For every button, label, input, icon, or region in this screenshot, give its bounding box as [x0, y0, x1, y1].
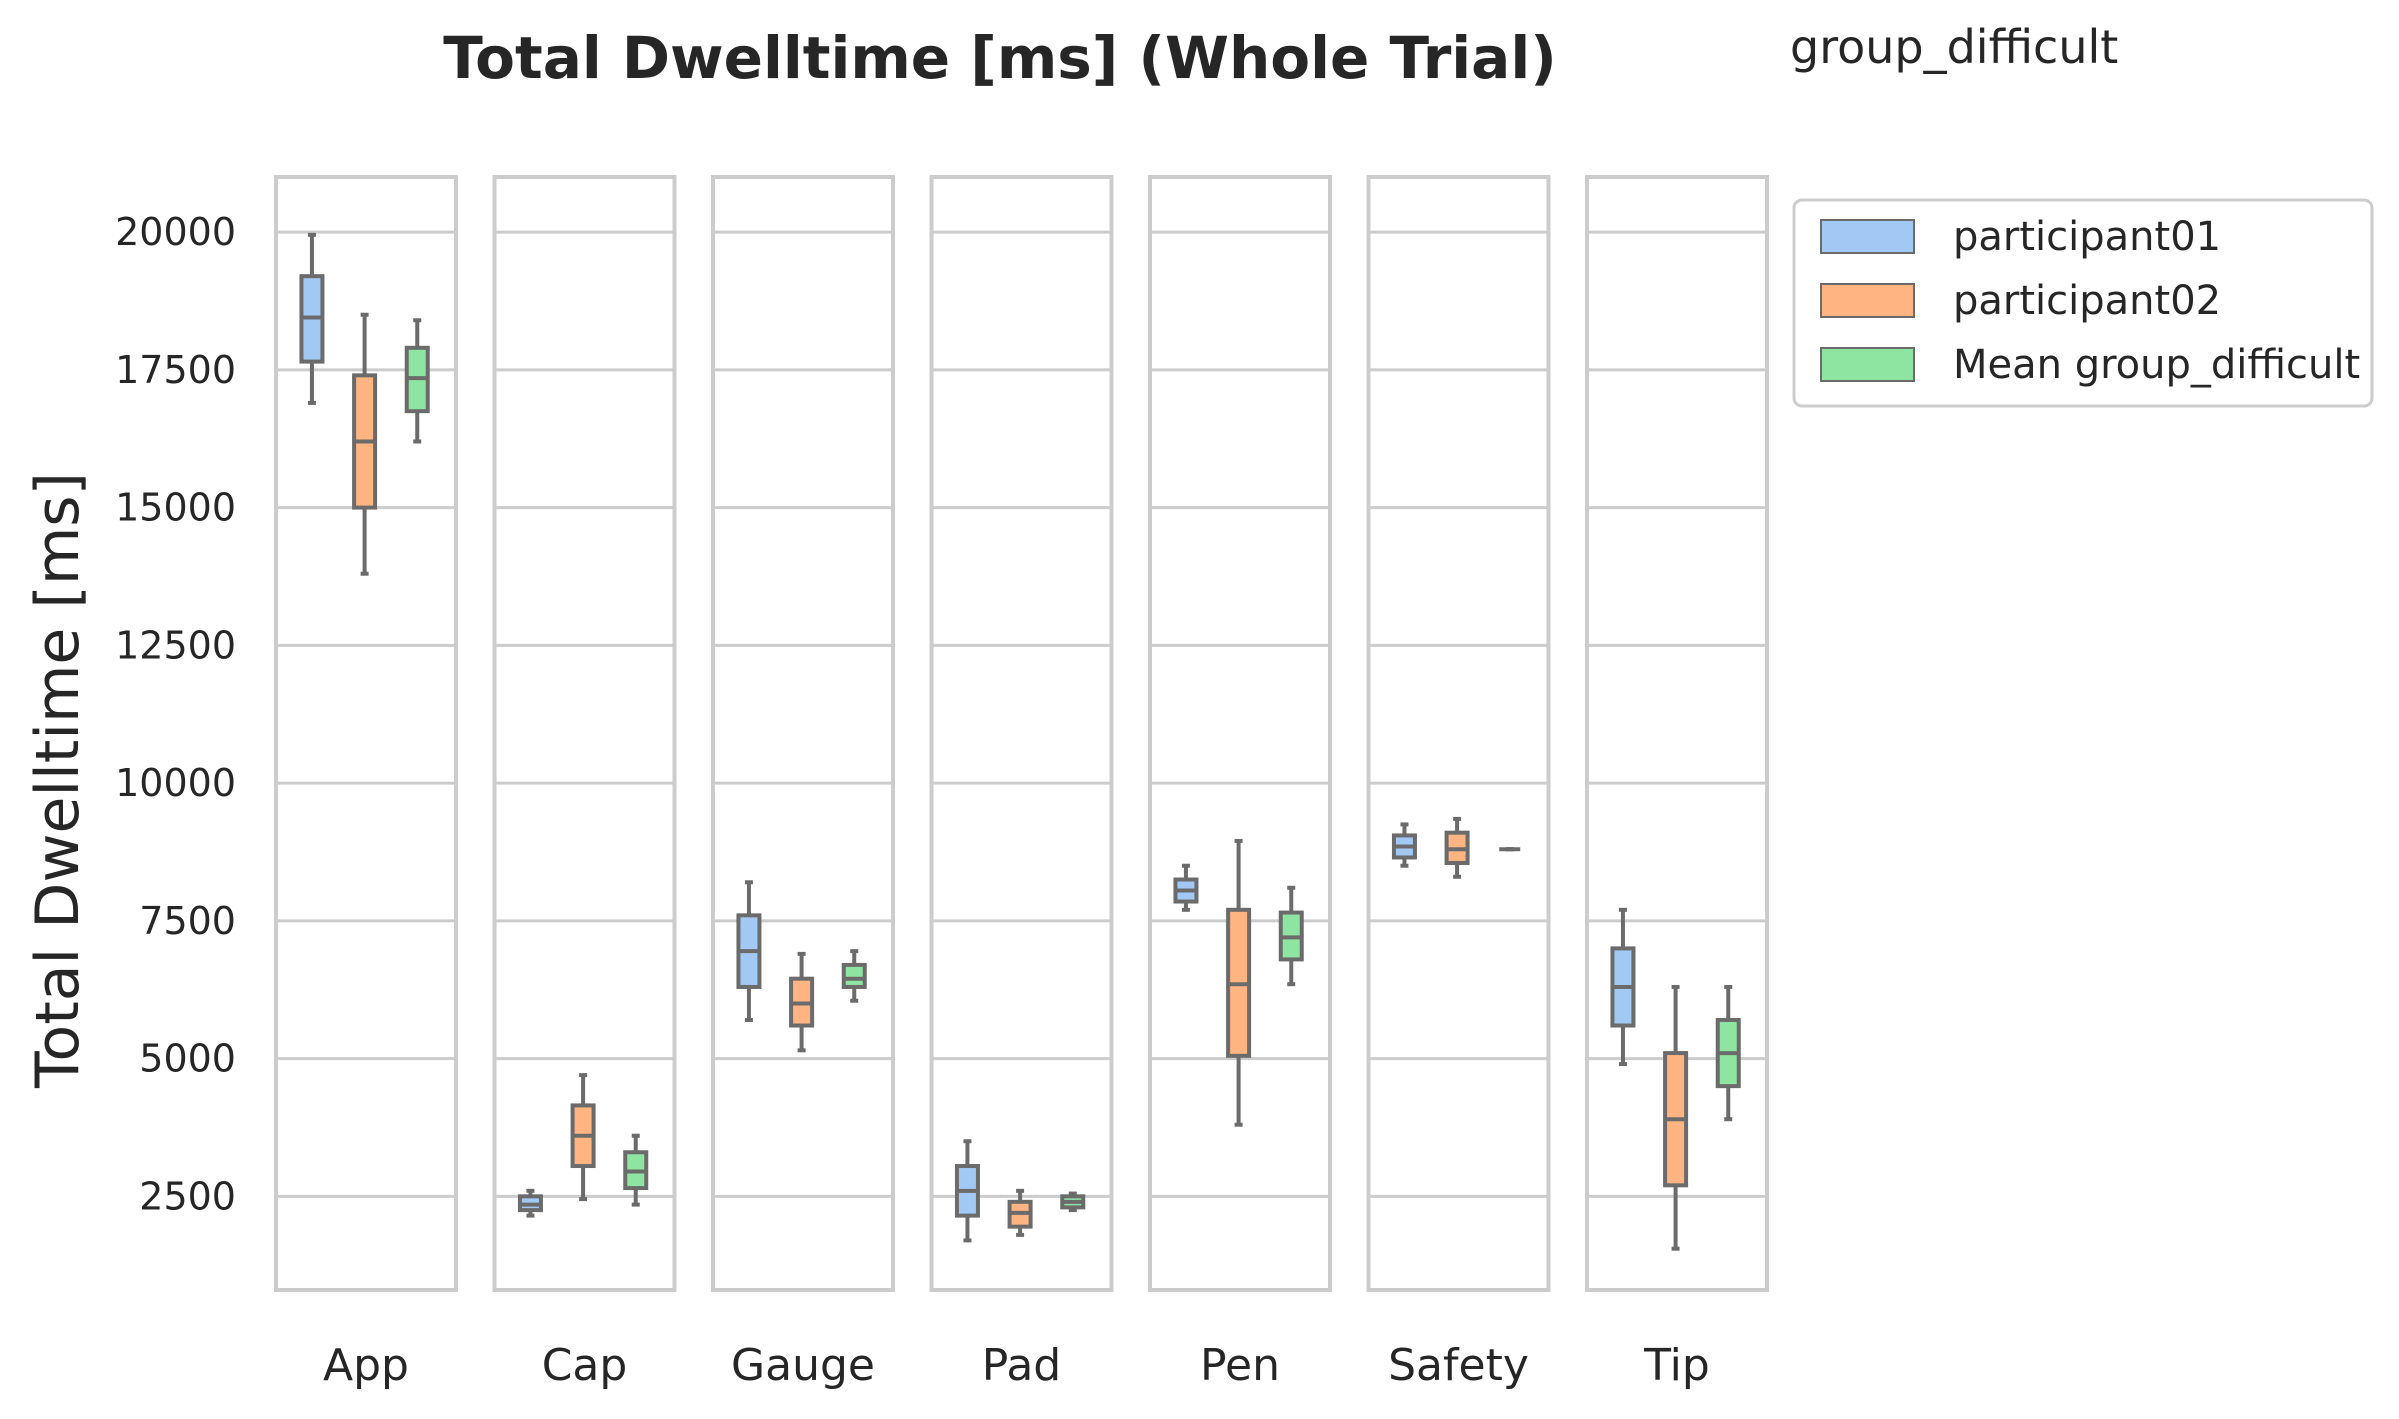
box-iqr — [841, 962, 867, 989]
legend-item: Mean group_difficult — [1820, 342, 2360, 388]
chart-title: Total Dwelltime [ms] (Whole Trial) — [443, 24, 1556, 92]
box-participant01 — [1610, 907, 1636, 1067]
y-tick-label: 12500 — [115, 623, 236, 667]
panel-tip: Tip — [1585, 175, 1769, 1391]
panel-gauge: Gauge — [711, 175, 895, 1391]
panel-cap: Cap — [492, 175, 677, 1391]
box-mean-group_difficult — [1278, 885, 1304, 987]
legend-label: participant02 — [1953, 278, 2221, 324]
y-ticks: 2500 5000 7500 10000 12500 15000 17500 20000 — [115, 210, 236, 1218]
box-participant02 — [789, 951, 815, 1053]
panel-frame — [1585, 175, 1769, 1292]
box-mean-group_difficult — [841, 949, 867, 1003]
y-tick-label: 10000 — [115, 761, 236, 805]
x-category-label: Pad — [982, 1340, 1061, 1391]
panel-frame — [711, 175, 895, 1292]
x-category-label: App — [323, 1340, 409, 1391]
x-category-label: Safety — [1388, 1340, 1529, 1391]
legend-item: participant02 — [1820, 278, 2221, 324]
panels: App Cap Gauge Pad Pen Safety Tip — [274, 175, 1769, 1391]
box-participant01 — [299, 232, 325, 405]
chart-subtitle: group_difficult — [1790, 20, 2118, 74]
legend: participant01 participant02 Mean group_dif… — [1792, 198, 2374, 408]
box-mean-group_difficult — [1060, 1191, 1086, 1213]
y-tick-label: 15000 — [115, 486, 236, 530]
box-participant01 — [736, 880, 762, 1023]
y-tick-label: 2500 — [139, 1174, 236, 1218]
box-participant01 — [1391, 822, 1417, 868]
box-participant01 — [954, 1139, 980, 1243]
box-participant01 — [517, 1188, 543, 1218]
legend-item: participant01 — [1820, 214, 2221, 260]
legend-label: Mean group_difficult — [1953, 342, 2360, 388]
x-category-label: Cap — [542, 1340, 628, 1391]
box-participant01 — [1173, 863, 1199, 912]
panel-frame — [1148, 175, 1332, 1292]
panel-app: App — [274, 175, 458, 1391]
y-tick-label: 7500 — [139, 899, 236, 943]
box-participant02 — [352, 312, 378, 576]
legend-swatch — [1820, 283, 1915, 318]
box-participant02 — [570, 1073, 596, 1202]
panel-frame — [492, 175, 677, 1292]
y-tick-label: 5000 — [139, 1037, 236, 1081]
legend-swatch — [1820, 347, 1915, 382]
box-mean-group_difficult — [1715, 984, 1741, 1122]
box-mean-group_difficult — [623, 1133, 649, 1207]
y-axis-label: Total Dwelltime [ms] — [23, 472, 93, 1089]
panel-frame — [274, 175, 458, 1292]
box-participant02 — [1663, 984, 1689, 1251]
legend-label: participant01 — [1953, 214, 2221, 260]
x-category-label: Pen — [1200, 1340, 1280, 1391]
box-participant02 — [1444, 816, 1470, 879]
x-category-label: Tip — [1643, 1340, 1710, 1391]
x-category-label: Gauge — [731, 1340, 875, 1391]
legend-swatch — [1820, 219, 1915, 254]
y-tick-label: 17500 — [115, 348, 236, 392]
box-mean-group_difficult — [404, 318, 430, 444]
legend-frame — [1792, 198, 2374, 408]
box-participant02 — [1007, 1188, 1033, 1237]
panel-pen: Pen — [1148, 175, 1332, 1391]
panel-frame — [929, 175, 1114, 1292]
y-tick-label: 20000 — [115, 210, 236, 254]
box-participant02 — [1226, 838, 1252, 1127]
panel-safety: Safety — [1366, 175, 1551, 1391]
panel-pad: Pad — [929, 175, 1114, 1391]
panel-frame — [1366, 175, 1551, 1292]
